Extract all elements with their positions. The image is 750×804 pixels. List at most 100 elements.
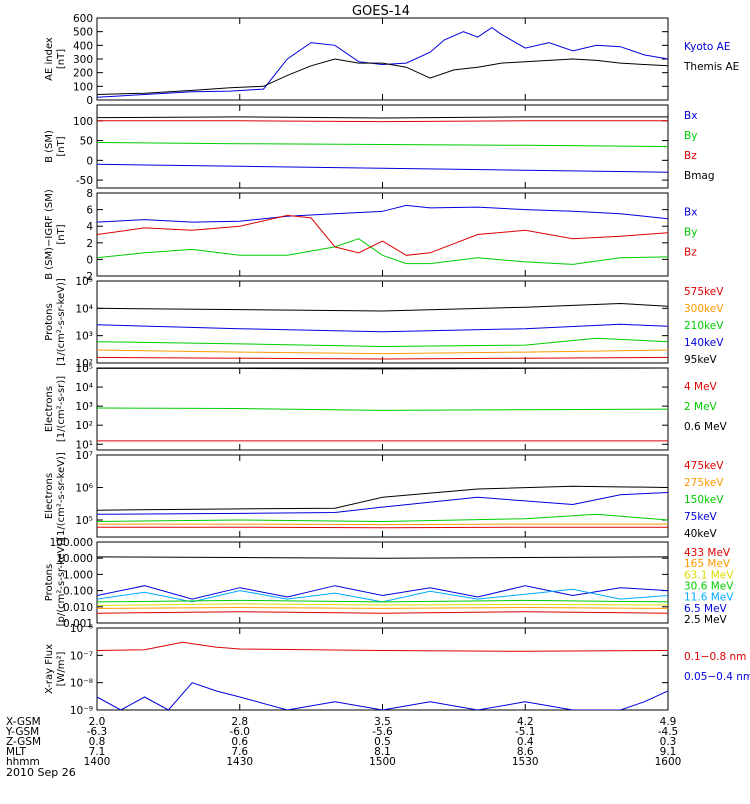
y-tick-label: 10¹: [75, 439, 93, 451]
y-tick-label: 100: [73, 81, 93, 93]
y-tick-label: 10⁻⁸: [70, 678, 93, 690]
series-line-0-6-mev: [97, 368, 668, 370]
x-axis-value: 0.8: [89, 736, 106, 748]
series-line-63-1-mev: [97, 603, 668, 606]
legend-kyoto-ae: Kyoto AE: [684, 41, 730, 53]
series-line-75kev: [97, 492, 668, 515]
x-axis-value: 0.4: [517, 736, 534, 748]
y-axis-label: [1/(cm²-s-sr-keV)]: [56, 452, 67, 540]
date-label: 2010 Sep 26: [6, 766, 76, 779]
legend-themis-ae: Themis AE: [683, 61, 739, 73]
series-line-475kev: [97, 526, 668, 529]
series-line-6-5-mev: [97, 585, 668, 600]
series-line-bx: [97, 204, 668, 223]
series-line-433-mev: [97, 611, 668, 614]
legend-bx: Bx: [684, 207, 697, 219]
y-tick-label: 4: [86, 221, 93, 233]
y-tick-label: -50: [76, 175, 93, 187]
y-tick-label: 10²: [75, 358, 93, 370]
legend-bmag: Bmag: [684, 170, 715, 182]
x-axis-row-label: MLT: [6, 746, 26, 758]
y-tick-label: 10⁻⁹: [70, 705, 93, 717]
x-axis-value: 7.1: [89, 746, 106, 758]
series-line-140kev: [97, 323, 668, 333]
x-axis-row-label: Y-GSM: [5, 726, 39, 738]
series-line-bz: [97, 214, 668, 256]
y-tick-label: 0.100: [63, 586, 93, 598]
y-axis-label: [p/(cm²-s-sr-keV)]: [56, 539, 67, 627]
x-axis-value: 4.9: [660, 716, 677, 728]
legend-95kev: 95keV: [684, 354, 718, 366]
x-axis-row-label: hhmm: [6, 756, 40, 768]
x-axis-value: 0.3: [660, 736, 677, 748]
y-tick-label: 0: [86, 155, 93, 167]
y-tick-label: 8: [86, 188, 93, 200]
panel-8: 10⁻⁹ 10⁻⁸ 10⁻⁷ 10⁻⁶ X-ray Flux [W/m²] 0.1−0.8 …: [44, 623, 750, 717]
series-line-themis-ae: [97, 58, 668, 95]
y-tick-label: 10²: [75, 420, 93, 432]
x-axis-value: -6.0: [230, 726, 251, 738]
y-tick-label: 100.000: [50, 537, 93, 549]
chart-title: GOES-14: [352, 4, 410, 19]
x-axis-value: 1600: [655, 756, 682, 768]
x-axis-row-label: Z-GSM: [6, 736, 41, 748]
series-line-bz: [97, 120, 668, 123]
legend-bx: Bx: [684, 110, 697, 122]
legend-0-6-mev: 0.6 MeV: [684, 421, 728, 433]
y-tick-label: 200: [73, 68, 93, 80]
y-tick-label: 10⁵: [75, 276, 93, 288]
legend-575kev: 575keV: [684, 286, 724, 298]
legend-300kev: 300keV: [684, 303, 724, 315]
x-axis-row-label: X-GSM: [6, 716, 41, 728]
series-line-150kev: [97, 513, 668, 523]
legend-210kev: 210keV: [684, 320, 724, 332]
y-tick-label: 0: [86, 95, 93, 107]
panel-4: 10² 10³ 10⁴ 10⁵ Protons [1/(cm²-s-sr-keV)] 575…: [44, 276, 724, 370]
x-axis-value: -5.1: [515, 726, 536, 738]
legend-150kev: 150keV: [684, 494, 724, 506]
series-line-kyoto-ae: [97, 26, 668, 98]
x-axis-value: 7.6: [231, 746, 248, 758]
legend-6-5-mev: 6.5 MeV: [684, 603, 728, 615]
y-tick-label: 10⁴: [75, 303, 93, 315]
x-axis-value: 0.6: [231, 736, 248, 748]
series-line-30-6-mev: [97, 599, 668, 603]
x-axis-value: 1500: [369, 756, 396, 768]
x-axis-value: 2.8: [231, 716, 248, 728]
y-tick-label: -2: [83, 271, 93, 283]
y-tick-label: 0: [86, 254, 93, 266]
panel-5: 10¹ 10² 10³ 10⁴ 10⁵ Electrons [1/(cm²-s-sr)] 4 …: [44, 363, 728, 451]
panel-7: 0.001 0.010 0.100 1.000 10.000 100.000 Protons…: [44, 537, 734, 630]
legend-165-mev: 165 MeV: [684, 558, 731, 570]
y-axis-label: [nT]: [56, 136, 67, 156]
y-tick-label: 10⁴: [75, 382, 93, 394]
legend-by: By: [684, 130, 697, 142]
y-tick-label: 10⁶: [75, 483, 93, 495]
legend-2-5-mev: 2.5 MeV: [684, 614, 728, 626]
x-axis-value: 9.1: [660, 746, 677, 758]
x-axis-value: 1430: [226, 756, 253, 768]
series-line-210kev: [97, 337, 668, 348]
x-axis-value: -5.6: [372, 726, 393, 738]
y-tick-label: 50: [80, 136, 93, 148]
x-axis-value: 1400: [84, 756, 111, 768]
series-line-275kev: [97, 523, 668, 526]
series-line-by: [97, 238, 668, 265]
y-tick-label: 0.010: [63, 602, 93, 614]
y-tick-label: 300: [73, 54, 93, 66]
legend-140kev: 140keV: [684, 337, 724, 349]
series-line-0-1-0-8-nm: [97, 641, 668, 652]
legend-0-1-0-8-nm: 0.1−0.8 nm: [684, 651, 746, 663]
y-axis-label: [nT]: [56, 49, 67, 69]
panel-3: -2 0 2 4 6 8 B (SM)−IGRF (SM) [nT] Bx By Bz: [44, 188, 697, 283]
legend-275kev: 275keV: [684, 477, 724, 489]
y-tick-label: 2: [86, 238, 93, 250]
series-line-300kev: [97, 349, 668, 355]
y-tick-label: 10⁵: [75, 363, 93, 375]
y-tick-label: 10⁻⁷: [70, 650, 93, 662]
y-tick-label: 10⁵: [75, 515, 93, 527]
series-line-575kev: [97, 356, 668, 360]
y-axis-label: Electrons: [44, 473, 55, 519]
